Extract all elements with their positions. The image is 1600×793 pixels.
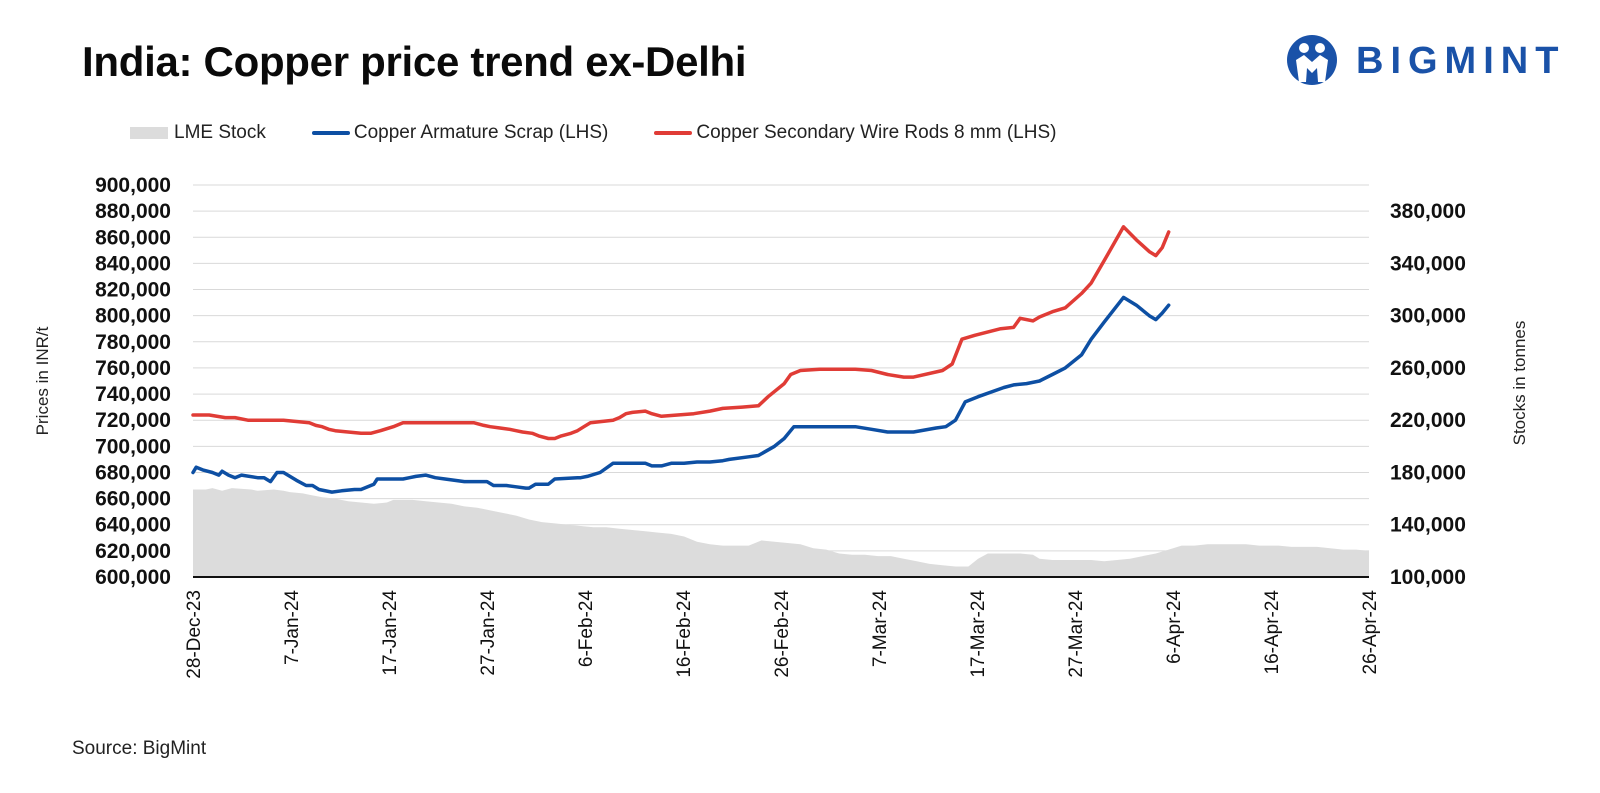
bigmint-logo: BIGMINT	[1284, 32, 1574, 92]
right-y-tick-label: 340,000	[1390, 252, 1466, 275]
left-y-tick-label: 700,000	[95, 435, 171, 458]
right-y-tick-label: 260,000	[1390, 357, 1466, 380]
right-y-tick-label: 300,000	[1390, 305, 1466, 328]
legend-item-armature-scrap: Copper Armature Scrap (LHS)	[311, 122, 609, 144]
left-y-tick-label: 840,000	[95, 252, 171, 275]
left-y-tick-label: 820,000	[95, 279, 171, 302]
legend-item-wire-rods: Copper Secondary Wire Rods 8 mm (LHS)	[654, 122, 1056, 144]
legend-swatch-armature-scrap	[311, 131, 350, 135]
left-y-tick-label: 660,000	[95, 488, 171, 511]
right-y-tick-label: 220,000	[1390, 409, 1466, 432]
x-tick-label: 17-Mar-24	[968, 590, 989, 678]
x-tick-label: 27-Mar-24	[1066, 590, 1087, 678]
legend-item-lme-stock: LME Stock	[130, 122, 266, 144]
right-y-tick-label: 180,000	[1390, 461, 1466, 484]
legend-label-lme-stock: LME Stock	[174, 122, 266, 143]
left-y-axis: 600,000 620,000 640,000 660,000 680,000 700,0…	[95, 174, 171, 589]
x-tick-label: 17-Jan-24	[380, 590, 401, 676]
price-lines-layer	[191, 225, 1171, 494]
right-y-tick-label: 100,000	[1390, 566, 1466, 589]
left-y-tick-label: 780,000	[95, 331, 171, 354]
x-tick-label: 26-Apr-24	[1360, 590, 1381, 675]
legend-label-armature-scrap: Copper Armature Scrap (LHS)	[353, 122, 609, 143]
x-tick-label: 26-Feb-24	[772, 590, 793, 678]
x-tick-label: 16-Apr-24	[1262, 590, 1283, 675]
x-tick-label: 6-Feb-24	[576, 590, 597, 668]
gridlines	[193, 184, 1369, 552]
left-y-tick-label: 800,000	[95, 305, 171, 328]
x-tick-label: 27-Jan-24	[478, 590, 499, 676]
lme-stock-area-layer	[193, 488, 1369, 577]
left-y-tick-label: 880,000	[95, 200, 171, 223]
bigmint-logo-text: BIGMINT	[1356, 40, 1566, 82]
right-y-tick-label: 380,000	[1390, 200, 1466, 223]
wire-rods-line	[191, 225, 1171, 441]
bigmint-logo-icon	[1287, 35, 1337, 85]
x-tick-label: 6-Apr-24	[1164, 590, 1185, 664]
x-tick-label: 7-Mar-24	[870, 590, 891, 668]
left-y-tick-label: 680,000	[95, 461, 171, 484]
x-tick-label: 7-Jan-24	[282, 590, 303, 665]
right-axis-title: Stocks in tonnes	[1510, 321, 1529, 446]
legend-swatch-lme-stock	[130, 127, 168, 139]
left-y-tick-label: 900,000	[95, 174, 171, 197]
legend-label-wire-rods: Copper Secondary Wire Rods 8 mm (LHS)	[696, 122, 1057, 143]
source-note: Source: BigMint	[72, 738, 207, 759]
left-y-tick-label: 720,000	[95, 409, 171, 432]
x-tick-label: 16-Feb-24	[674, 590, 695, 678]
left-y-tick-label: 600,000	[95, 566, 171, 589]
chart-title: India: Copper price trend ex-Delhi	[82, 38, 747, 85]
lme-stock-area	[193, 488, 1369, 577]
left-axis-title: Prices in INR/t	[33, 326, 52, 435]
left-y-tick-label: 740,000	[95, 383, 171, 406]
x-tick-label: 28-Dec-23	[184, 590, 205, 679]
right-y-tick-label: 140,000	[1390, 514, 1466, 537]
x-axis: 28-Dec-23 7-Jan-24 17-Jan-24 27-Jan-24 6-Feb…	[184, 590, 1381, 679]
left-y-tick-label: 860,000	[95, 226, 171, 249]
left-y-tick-label: 620,000	[95, 540, 171, 563]
left-y-tick-label: 760,000	[95, 357, 171, 380]
legend-swatch-wire-rods	[654, 131, 693, 135]
left-y-tick-label: 640,000	[95, 514, 171, 537]
chart-legend: LME Stock Copper Armature Scrap (LHS) Co…	[130, 120, 1102, 146]
right-y-axis: 100,000 140,000 180,000 220,000 260,000 300,0…	[1390, 200, 1466, 589]
armature-scrap-line	[191, 295, 1171, 494]
